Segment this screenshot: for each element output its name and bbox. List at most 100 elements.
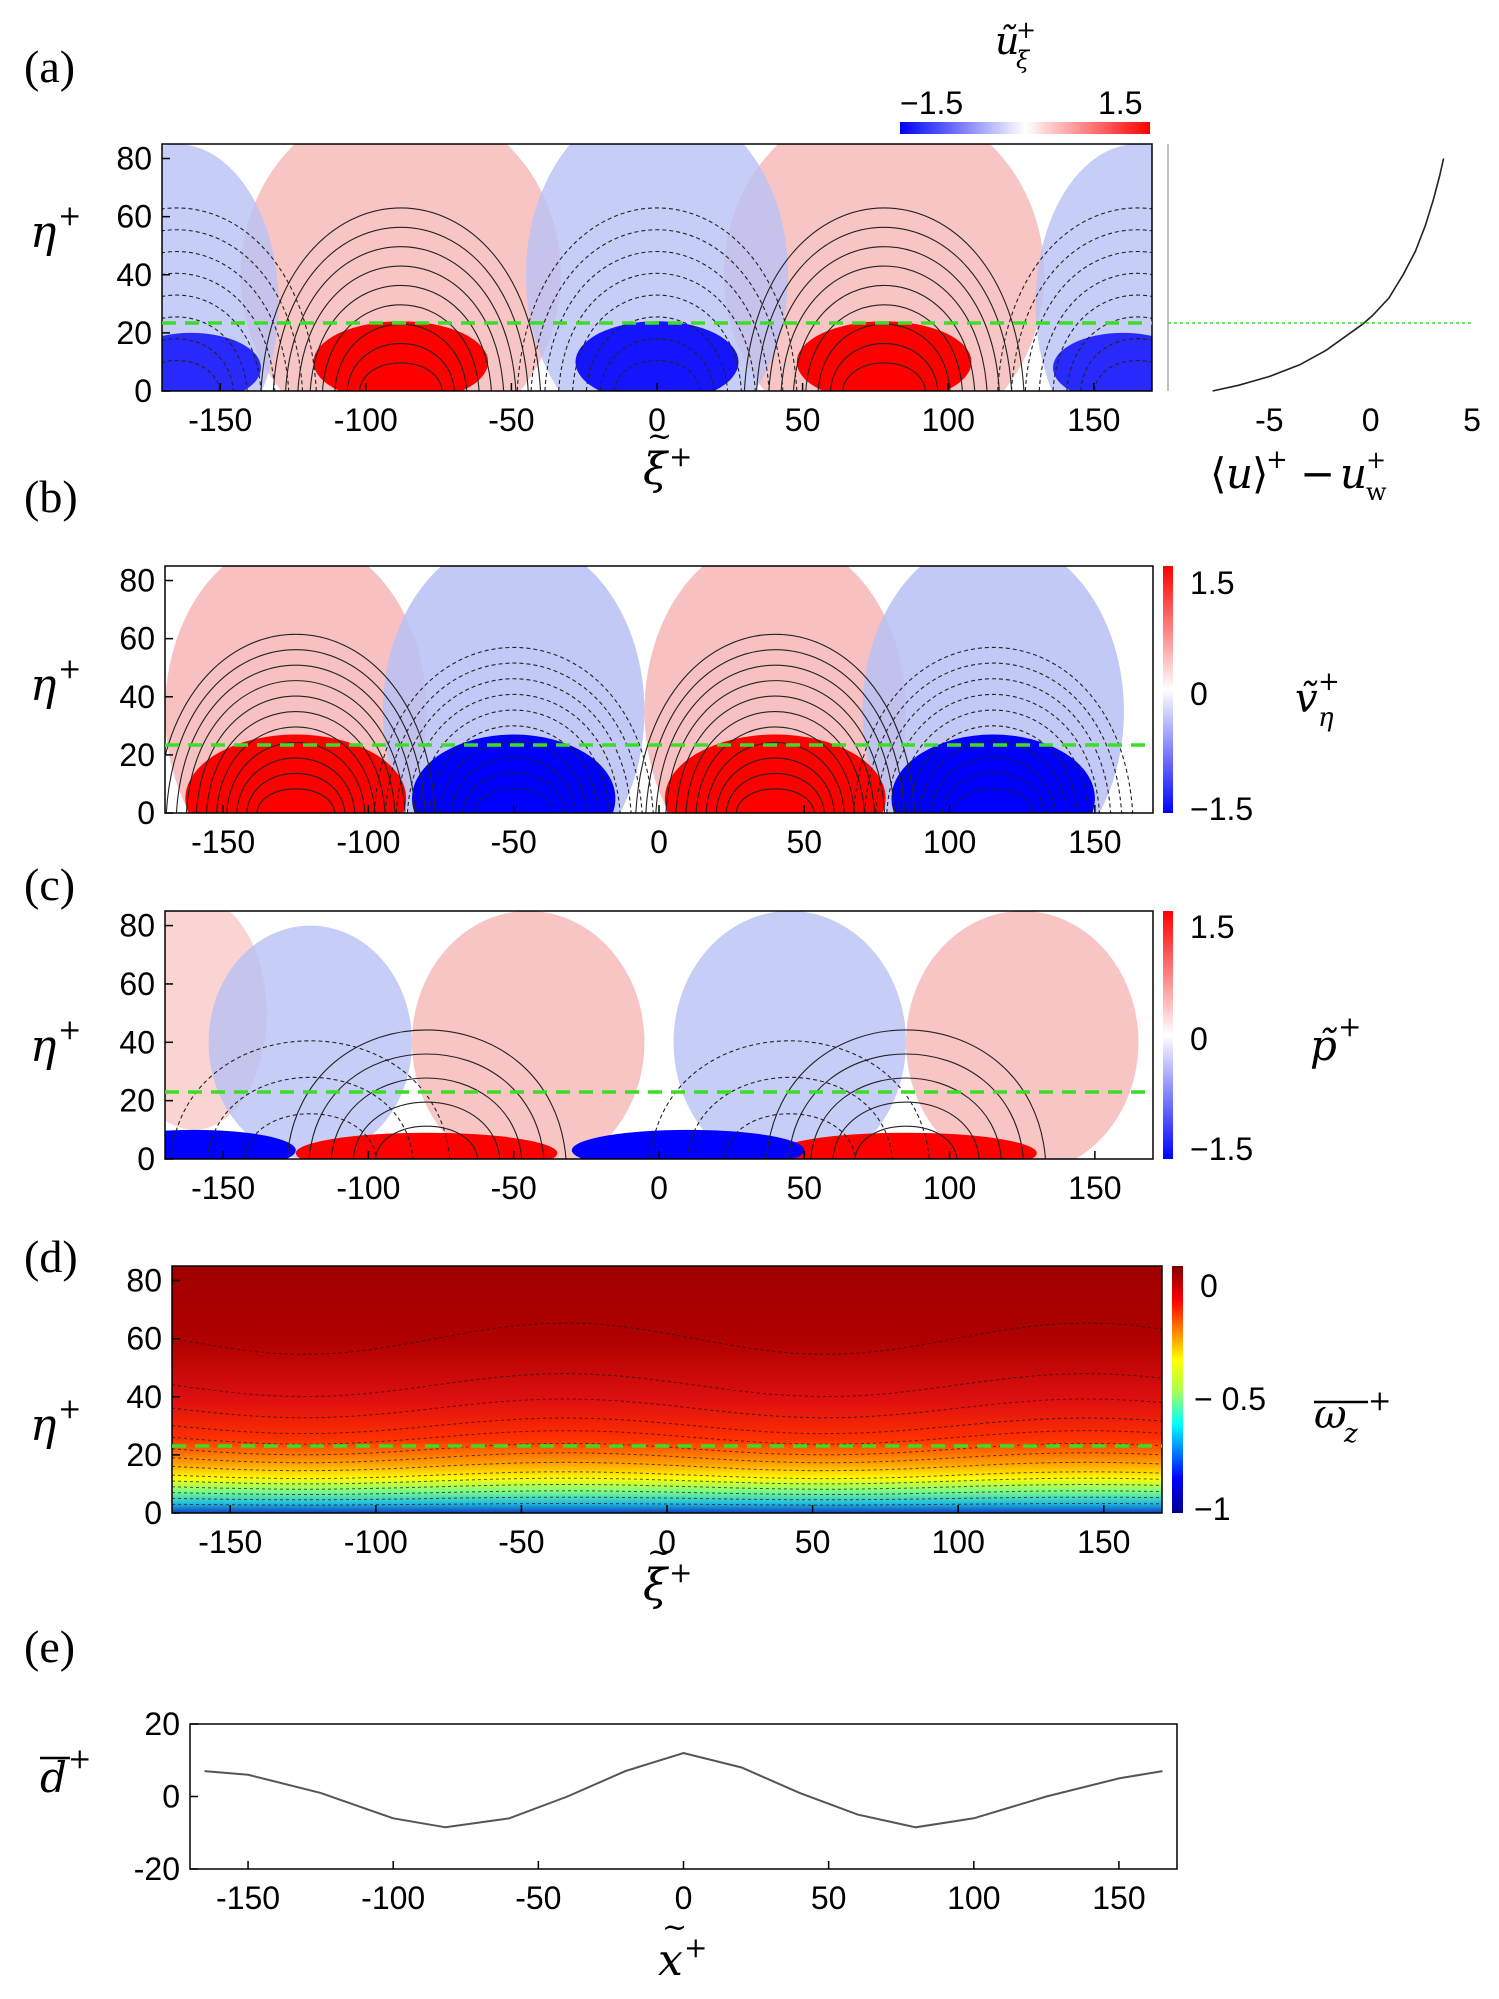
panel-a-ylabel: η +	[30, 199, 81, 258]
panel-e-xtick-label-3: 0	[675, 1880, 693, 1916]
svg-text:+: +	[58, 199, 81, 232]
svg-text:⟨: ⟨	[1210, 449, 1226, 498]
colorbar-a	[900, 122, 1150, 134]
colorbar-d-max: 0	[1200, 1268, 1218, 1304]
panel-c-xtick-label-6: 150	[1068, 1170, 1121, 1206]
profile-xtick-label-1: 0	[1362, 402, 1380, 438]
panel-d-ytick-label-0: 0	[144, 1495, 162, 1531]
panel-c-region-1	[906, 911, 1139, 1159]
colorbar-a-title: ũ ξ +	[995, 16, 1036, 74]
panel-b-ytick-label-0: 0	[137, 795, 155, 831]
panel-c-ytick-label-2: 40	[119, 1024, 155, 1060]
colorbar-c-mid: 0	[1190, 1021, 1208, 1057]
panel-b-neg-contour-1-5	[897, 709, 1090, 813]
colorbar-b-max: 1.5	[1190, 565, 1234, 601]
panel-c-heatmap	[165, 911, 1153, 1159]
colorbar-b-mid: 0	[1190, 676, 1208, 712]
panel-e-xlabel: x~+	[658, 1910, 707, 1986]
panel-b-pos-contour-0-7	[185, 680, 406, 813]
panel-a-pos-contour-0-7	[272, 226, 529, 391]
colorbar-b-title: ṽ η +	[1295, 667, 1340, 733]
panel-b-neg-contour-0-5	[417, 709, 610, 813]
panel-a-region-3	[162, 144, 279, 391]
panel-a-neg-contour-2-6	[1010, 229, 1152, 391]
panel-c-xtick-label-3: 0	[650, 1170, 668, 1206]
panel-c-pos-contour-0-3	[308, 1053, 545, 1159]
panel-c-ytick-label-1: 20	[119, 1083, 155, 1119]
panel-a-region-1	[724, 144, 1045, 391]
panel-e-xtick-label-6: 150	[1092, 1880, 1145, 1916]
colorbar-c-max: 1.5	[1190, 909, 1234, 945]
panel-e-displacement-line	[204, 1751, 1163, 1829]
panel-a-neg-contour-2-2	[1066, 316, 1152, 391]
panel-c-xtick-label-1: -100	[336, 1170, 400, 1206]
panel-a-neg-contour-1-4	[162, 272, 276, 391]
panel-b-pos-contour-0-4	[215, 726, 376, 813]
colorbar-d	[1172, 1266, 1183, 1513]
panel-a-pos-contour-1-8	[743, 207, 1025, 391]
svg-text:x: x	[658, 1935, 683, 1986]
panel-e-frame	[189, 1723, 1178, 1870]
panel-a-neg-contour-2-4	[1038, 272, 1152, 391]
panel-a-region-7	[575, 321, 739, 391]
panel-a-region-8	[162, 332, 261, 391]
panel-a-heatmap	[162, 144, 1152, 391]
panel-b-neg-contour-0-6	[406, 694, 621, 813]
panel-d-xtick-label-3: 0	[658, 1524, 676, 1560]
panel-a-neg-contour-0-1	[599, 338, 715, 391]
svg-text:+: +	[1266, 445, 1288, 475]
svg-text:⟩: ⟩	[1252, 449, 1268, 498]
colorbar-b-symbol: ṽ	[1295, 676, 1318, 722]
panel-b-pos-contour-0-3	[226, 741, 366, 813]
svg-text:+: +	[669, 440, 692, 473]
panel-b-pos-contour-0-6	[195, 695, 396, 813]
panel-label-b: (b)	[24, 471, 78, 522]
panel-c-pos-contour-0-1	[352, 1101, 501, 1159]
panel-b-neg-contour-0-7	[395, 678, 632, 813]
panel-c-xtick-label-5: 100	[923, 1170, 976, 1206]
panel-c-neg-contour-1-0	[723, 1113, 857, 1159]
colorbar-a-sup: +	[1016, 16, 1036, 44]
panel-d-ytick-label-1: 20	[126, 1437, 162, 1473]
panel-e-xtick-label-2: -50	[515, 1880, 561, 1916]
panel-label-e: (e)	[24, 1621, 75, 1672]
svg-text:+: +	[1366, 446, 1386, 474]
panel-b-pos-contour-0-9	[165, 649, 426, 813]
panel-b-neg-contour-0-1	[462, 772, 566, 813]
panel-e-ylabel: d +	[40, 1742, 91, 1802]
panel-c-pos-contour-1-2	[810, 1077, 1002, 1159]
panel-b-neg-contour-0-3	[439, 740, 588, 813]
panel-b-neg-contour-0-9	[373, 647, 654, 813]
panel-c-pos-contour-0-2	[330, 1077, 523, 1159]
panel-b-pos-contour-0-8	[175, 664, 416, 813]
svg-text:+: +	[58, 1013, 81, 1046]
panel-c-pos-contour-1-4	[765, 1029, 1047, 1159]
panel-b-pos-contour-0-10	[165, 633, 436, 813]
panel-a-pos-contour-1-3	[805, 304, 963, 391]
panel-b-neg-contour-1-2	[930, 756, 1056, 813]
panel-a-ytick-label-3: 60	[116, 199, 152, 235]
panel-e-xtick-label-4: 50	[811, 1880, 847, 1916]
svg-text:+: +	[58, 652, 81, 685]
panel-b-xtick-label-3: 0	[650, 824, 668, 860]
panel-b-ytick-label-3: 60	[119, 621, 155, 657]
panel-c-region-7	[165, 1129, 296, 1159]
profile-line	[1212, 158, 1445, 392]
panel-b-neg-contour-0-0	[473, 788, 555, 813]
svg-text:u: u	[1226, 449, 1253, 498]
panel-b-pos-contour-1-6	[675, 695, 876, 813]
panel-a-neg-contour-1-6	[162, 229, 304, 391]
panel-a-pos-contour-0-5	[297, 265, 505, 391]
svg-text:ξ: ξ	[643, 1560, 670, 1611]
panel-b-ytick-label-2: 40	[119, 679, 155, 715]
svg-text:+: +	[684, 1931, 707, 1964]
colorbar-a-sub: ξ	[1016, 46, 1031, 74]
profile-xlabel: ⟨ u ⟩ + − u + w	[1210, 445, 1387, 506]
panel-a-neg-contour-2-3	[1052, 294, 1152, 391]
panel-c-pos-contour-0-0	[374, 1125, 479, 1159]
panel-a-neg-contour-2-5	[1024, 250, 1152, 391]
panel-c-pos-contour-1-1	[832, 1101, 980, 1159]
panel-b-xtick-label-5: 100	[923, 824, 976, 860]
panel-b-pos-contour-0-0	[256, 788, 336, 813]
